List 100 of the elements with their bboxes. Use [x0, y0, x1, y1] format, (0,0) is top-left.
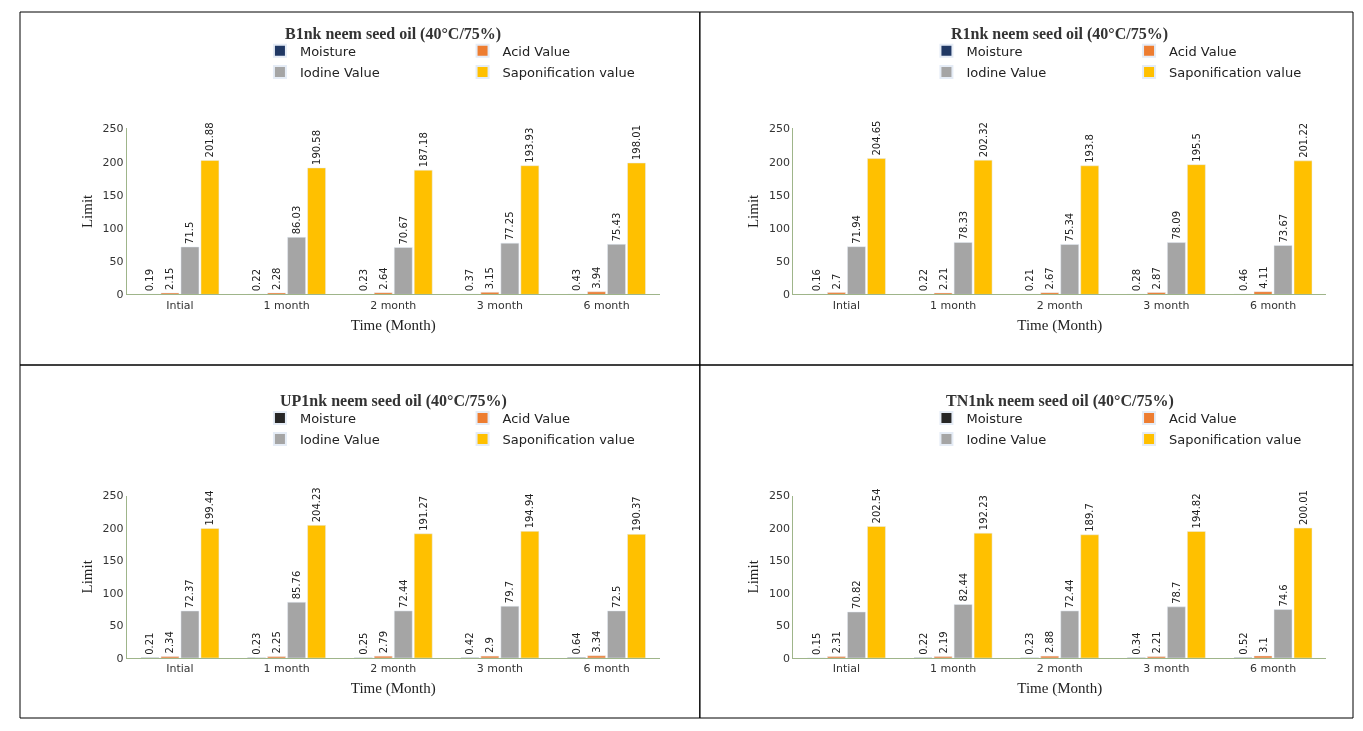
y-tick-label: 150	[768, 188, 790, 202]
data-label: 201.22	[1297, 122, 1309, 158]
data-label: 2.28	[271, 267, 283, 290]
data-label: 193.93	[524, 127, 536, 163]
x-axis-title: Time (Month)	[1017, 316, 1103, 334]
x-axis-title: Time (Month)	[350, 680, 436, 698]
data-label: 0.43	[571, 268, 583, 292]
y-tick-label: 50	[109, 619, 124, 633]
data-label: 82.44	[957, 572, 969, 602]
data-label: 2.21	[937, 267, 949, 290]
data-label: 70.67	[397, 215, 409, 245]
x-tick-label: Intial	[166, 298, 194, 312]
data-label: 0.23	[357, 268, 369, 292]
data-label: 75.43	[611, 212, 623, 242]
y-tick-label: 200	[102, 155, 124, 169]
x-tick-label: 3 month	[1143, 298, 1190, 312]
legend-label: Acid Value	[1169, 43, 1237, 59]
y-tick-label: 100	[768, 221, 790, 235]
legend-label: Moisture	[966, 43, 1023, 59]
data-label: 2.34	[164, 631, 176, 654]
legend-label: Saponification value	[502, 432, 635, 448]
y-tick-label: 100	[102, 221, 124, 235]
data-label: 0.52	[1237, 632, 1249, 655]
data-label: 86.03	[291, 205, 303, 235]
data-label: 202.54	[870, 488, 882, 524]
y-tick-label: 150	[102, 554, 124, 568]
data-label: 0.28	[1130, 268, 1142, 292]
x-tick-label: 1 month	[263, 662, 310, 676]
data-label: 3.15	[484, 267, 496, 290]
x-tick-label: 1 month	[930, 298, 977, 312]
y-tick-label: 200	[768, 521, 790, 535]
chart-title: B1nk neem seed oil (40°C/75%)	[285, 25, 502, 43]
legend-label: Iodine Value	[299, 432, 380, 448]
data-label: 72.37	[184, 579, 196, 608]
legend-label: Moisture	[299, 410, 356, 426]
x-tick-label: Intial	[832, 298, 861, 312]
y-tick-label: 0	[782, 651, 790, 665]
legend-label: Acid Value	[1169, 410, 1237, 426]
x-tick-label: 2 month	[370, 662, 417, 676]
y-tick-label: 50	[109, 255, 124, 269]
data-label: 3.34	[591, 630, 603, 653]
data-label: 2.64	[377, 267, 389, 290]
data-label: 2.25	[271, 631, 283, 654]
x-axis-title: Time (Month)	[350, 316, 436, 334]
data-label: 194.82	[1190, 493, 1202, 529]
x-tick-label: 1 month	[930, 662, 977, 676]
data-label: 200.01	[1297, 490, 1309, 526]
legend-label: Saponification value	[1169, 65, 1302, 81]
data-label: 85.76	[291, 570, 303, 600]
y-axis-title: Limit	[78, 559, 95, 594]
data-label: 71.5	[184, 221, 196, 244]
data-label: 3.94	[591, 266, 603, 289]
data-label: 2.79	[377, 630, 389, 654]
data-label: 3.1	[1257, 637, 1269, 653]
data-label: 2.88	[1044, 630, 1056, 654]
legend-label: Moisture	[299, 43, 356, 59]
data-label: 202.32	[977, 122, 989, 158]
y-tick-label: 150	[768, 554, 790, 568]
data-label: 72.44	[1064, 579, 1076, 608]
data-label: 2.21	[1150, 631, 1162, 654]
y-tick-label: 0	[782, 288, 790, 302]
x-tick-label: 3 month	[476, 298, 523, 312]
data-label: 198.01	[631, 124, 643, 160]
y-tick-label: 250	[768, 122, 790, 136]
data-label: 194.94	[524, 493, 536, 529]
data-label: 190.58	[311, 129, 323, 165]
x-tick-label: Intial	[166, 662, 194, 676]
data-label: 0.21	[144, 632, 156, 655]
data-label: 192.23	[977, 495, 989, 531]
data-label: 78.09	[1170, 210, 1182, 240]
data-label: 72.5	[611, 585, 623, 608]
x-tick-label: 6 month	[1249, 298, 1297, 312]
data-label: 204.65	[870, 120, 882, 156]
x-tick-label: 3 month	[476, 662, 523, 676]
data-label: 2.67	[1044, 267, 1056, 290]
data-label: 2.31	[830, 631, 842, 654]
x-axis-title: Time (Month)	[1017, 680, 1103, 698]
legend-label: Acid Value	[502, 410, 571, 426]
x-tick-label: 6 month	[583, 662, 630, 676]
y-tick-label: 100	[102, 586, 124, 600]
data-label: 2.9	[484, 637, 496, 654]
chart-title: TN1nk neem seed oil (40°C/75%)	[946, 392, 1174, 410]
data-label: 189.7	[1084, 503, 1096, 532]
data-label: 4.11	[1257, 266, 1269, 289]
y-tick-label: 250	[102, 489, 124, 503]
data-label: 74.6	[1277, 584, 1289, 607]
legend-label: Iodine Value	[299, 65, 380, 81]
legend-label: Iodine Value	[966, 432, 1047, 448]
legend-label: Acid Value	[502, 43, 571, 59]
data-label: 0.22	[917, 268, 929, 292]
data-label: 0.42	[464, 632, 476, 655]
data-label: 72.44	[397, 579, 409, 608]
x-tick-label: 2 month	[1036, 662, 1083, 676]
y-tick-label: 250	[768, 489, 790, 503]
data-label: 0.16	[810, 269, 822, 292]
data-label: 2.15	[164, 267, 176, 290]
y-tick-label: 50	[775, 255, 790, 269]
data-label: 78.33	[957, 210, 969, 240]
data-label: 199.44	[204, 490, 216, 526]
data-label: 190.37	[631, 496, 643, 532]
